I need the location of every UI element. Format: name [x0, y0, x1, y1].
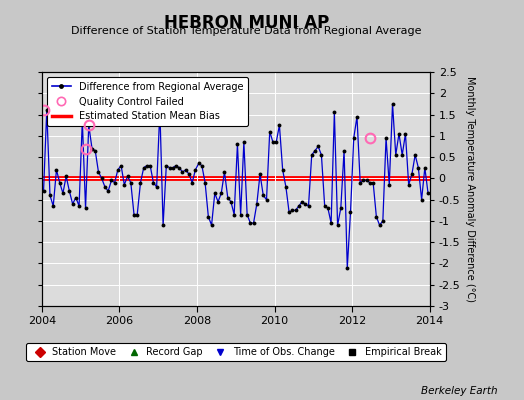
Legend: Station Move, Record Gap, Time of Obs. Change, Empirical Break: Station Move, Record Gap, Time of Obs. C… — [26, 343, 446, 361]
Text: Berkeley Earth: Berkeley Earth — [421, 386, 498, 396]
Y-axis label: Monthly Temperature Anomaly Difference (°C): Monthly Temperature Anomaly Difference (… — [465, 76, 475, 302]
Text: HEBRON MUNI AP: HEBRON MUNI AP — [163, 14, 329, 32]
Text: Difference of Station Temperature Data from Regional Average: Difference of Station Temperature Data f… — [71, 26, 421, 36]
